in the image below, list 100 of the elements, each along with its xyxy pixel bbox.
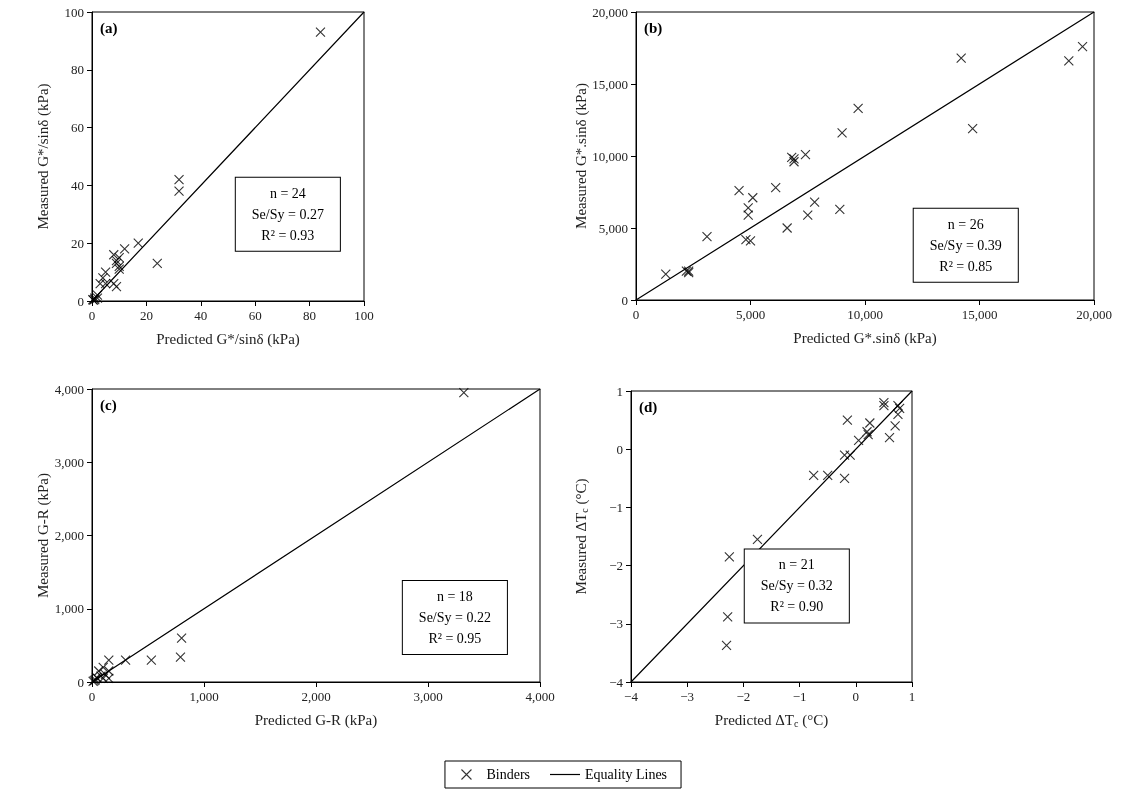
annotation: Se/Sy = 0.22 [418, 610, 491, 626]
annotation: R² = 0.85 [939, 258, 993, 274]
annotation: n = 24 [269, 185, 306, 201]
point [770, 182, 781, 193]
annotation: (c) [100, 396, 117, 414]
point [120, 654, 131, 666]
x-axis-title: Predicted G*.sinδ (kPa) [793, 329, 937, 347]
x-tick-label: 4,000 [525, 689, 555, 704]
point [740, 234, 751, 245]
point [839, 449, 850, 461]
x-tick-label: 100 [354, 308, 374, 323]
x-tick-label: 2,000 [301, 689, 331, 704]
point [146, 654, 157, 666]
x-tick-label: 0 [88, 308, 96, 323]
x-tick-label: 40 [194, 308, 208, 323]
x-tick-label: 0 [632, 307, 640, 322]
x-tick-label: 10,000 [847, 307, 883, 322]
y-tick-label: 20 [71, 235, 84, 251]
x-tick-label: 0 [852, 689, 860, 704]
annotation: Se/Sy = 0.32 [760, 578, 833, 594]
point [839, 473, 850, 484]
y-tick-label: −1 [609, 499, 623, 515]
y-tick-label: 5,000 [598, 220, 628, 236]
x-tick-label: 1 [908, 689, 916, 704]
y-axis-title: Measured G-R (kPa) [34, 473, 52, 598]
point [176, 633, 187, 644]
y-axis-title: Measured G*.sinδ (kPa) [572, 83, 590, 229]
point [660, 269, 671, 280]
point [175, 652, 186, 663]
legend-label: Binders [486, 767, 531, 782]
annotation: n = 18 [436, 589, 473, 605]
point [721, 640, 732, 651]
point [133, 238, 144, 249]
annotation: (a) [100, 19, 118, 37]
y-tick-label: 1 [616, 383, 623, 399]
annotation: n = 26 [947, 216, 984, 232]
point [853, 435, 864, 446]
point [315, 27, 326, 38]
legend-label: Equality Lines [585, 767, 668, 782]
annotation: Se/Sy = 0.39 [929, 237, 1002, 253]
point [837, 127, 848, 139]
y-tick-label: 1,000 [54, 601, 84, 617]
point [745, 235, 756, 247]
x-tick-label: 5,000 [735, 307, 766, 322]
point [747, 192, 758, 203]
point [724, 551, 735, 562]
point [834, 204, 845, 215]
y-tick-label: −3 [609, 616, 623, 632]
x-tick-label: 20,000 [1076, 307, 1112, 322]
point [890, 420, 901, 431]
y-tick-label: 0 [616, 441, 623, 457]
point [97, 272, 108, 283]
y-tick-label: 20,000 [592, 4, 628, 20]
x-tick-label: −3 [680, 689, 695, 704]
y-tick-label: −2 [609, 558, 623, 574]
x-tick-label: 60 [248, 308, 262, 323]
annotation: R² = 0.90 [770, 599, 824, 615]
annotation: (d) [639, 398, 658, 416]
annotation: R² = 0.95 [428, 631, 482, 647]
point [800, 149, 811, 160]
y-axis-title: Measured ΔTc (°C) [573, 478, 590, 595]
y-tick-label: 80 [71, 62, 84, 78]
point [822, 470, 833, 481]
point [1077, 41, 1088, 52]
point [1063, 55, 1074, 67]
point [782, 222, 793, 234]
point [95, 278, 106, 289]
point [809, 197, 820, 208]
y-tick-label: 3,000 [54, 454, 84, 470]
y-tick-label: 4,000 [54, 381, 84, 397]
point [808, 470, 819, 481]
point [119, 243, 130, 255]
annotation: Se/Sy = 0.27 [251, 206, 324, 222]
x-axis-title: Predicted G-R (kPa) [254, 711, 378, 729]
point [752, 534, 763, 545]
x-tick-label: 20 [139, 308, 153, 323]
point [967, 123, 978, 134]
x-tick-label: 15,000 [961, 307, 998, 322]
y-axis-title: Measured G*/sinδ (kPa) [34, 83, 52, 230]
y-tick-label: 0 [77, 293, 84, 309]
y-tick-label: 0 [77, 674, 84, 690]
y-tick-label: 60 [71, 120, 84, 136]
point [884, 432, 895, 443]
point [458, 387, 469, 398]
y-tick-label: 15,000 [592, 76, 628, 92]
x-axis-title: Predicted G*/sinδ (kPa) [156, 330, 300, 348]
point [956, 53, 967, 64]
point [734, 185, 745, 196]
point [802, 209, 813, 221]
x-tick-label: 0 [88, 689, 96, 704]
annotation: (b) [644, 19, 663, 37]
y-tick-label: 2,000 [54, 528, 84, 543]
y-tick-label: 0 [621, 292, 628, 308]
x-tick-label: 80 [303, 308, 317, 323]
x-tick-label: 1,000 [189, 689, 219, 704]
point [845, 449, 856, 461]
point [152, 258, 163, 269]
x-tick-label: −1 [792, 689, 807, 704]
annotation: R² = 0.93 [261, 227, 315, 243]
y-tick-label: 10,000 [592, 148, 628, 164]
